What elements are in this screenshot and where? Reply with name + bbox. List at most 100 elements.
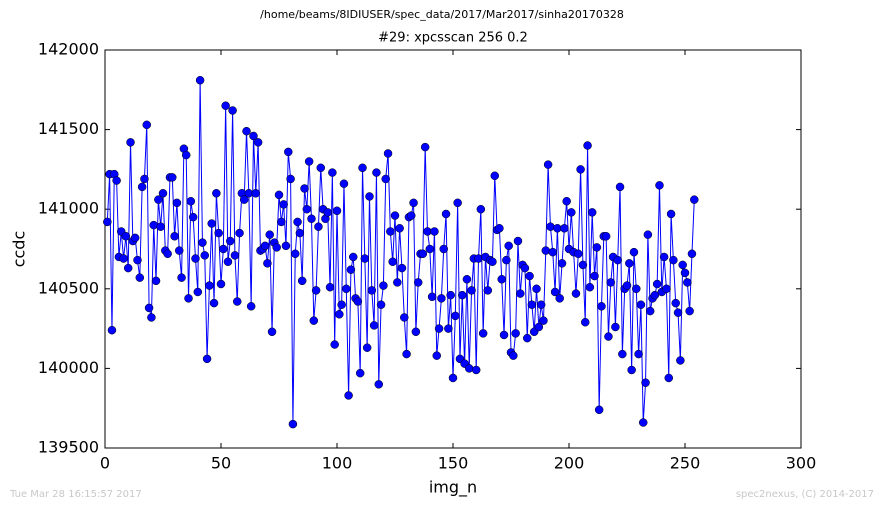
data-point — [295, 228, 305, 238]
data-point — [604, 332, 613, 341]
data-point — [495, 224, 504, 233]
data-point — [186, 196, 196, 206]
data-point — [388, 257, 397, 266]
data-point — [627, 365, 636, 375]
data-point — [307, 214, 316, 224]
footer-left: Tue Mar 28 16:15:57 2017 — [9, 489, 142, 500]
data-point — [154, 195, 163, 204]
data-point — [427, 292, 437, 302]
data-point — [453, 198, 462, 208]
data-point — [358, 163, 367, 173]
data-point — [156, 222, 165, 231]
data-point — [126, 138, 135, 147]
data-point — [560, 224, 569, 233]
data-point — [214, 228, 223, 238]
data-point — [516, 289, 525, 298]
chart-title: #29: xpcsscan 256 0.2 — [378, 31, 528, 46]
data-point — [437, 294, 446, 303]
data-point — [676, 356, 685, 365]
data-point — [304, 157, 314, 166]
data-point — [601, 232, 611, 241]
data-point — [323, 208, 332, 217]
data-point — [690, 195, 699, 204]
data-point — [200, 251, 210, 260]
data-point — [594, 405, 604, 415]
data-point — [683, 278, 692, 287]
data-point — [174, 246, 184, 255]
data-point — [590, 271, 599, 281]
data-point — [543, 160, 553, 169]
data-point — [490, 171, 500, 181]
data-point — [597, 302, 606, 311]
data-point — [580, 317, 590, 327]
x-tick-label: 0 — [100, 454, 110, 473]
data-point — [390, 211, 400, 220]
data-point — [409, 198, 418, 208]
data-point — [328, 168, 337, 177]
y-tick-label: 139500 — [38, 438, 99, 457]
x-tick-label: 300 — [786, 454, 817, 473]
data-point — [420, 142, 430, 152]
data-point — [300, 184, 309, 193]
data-point — [643, 230, 653, 239]
data-point — [522, 333, 532, 343]
data-point — [188, 212, 198, 222]
data-point — [311, 286, 321, 295]
data-point — [625, 259, 634, 268]
data-point — [662, 284, 671, 294]
data-point — [332, 206, 342, 216]
data-point — [137, 182, 147, 192]
data-point — [636, 300, 646, 309]
data-point — [147, 313, 156, 322]
data-point — [504, 241, 513, 251]
data-point — [235, 228, 244, 238]
y-tick-label: 142000 — [38, 40, 99, 59]
data-point — [353, 297, 363, 306]
data-point — [309, 316, 319, 325]
data-line — [106, 80, 695, 425]
data-point — [536, 300, 546, 309]
data-point — [272, 243, 281, 252]
data-point — [509, 351, 518, 360]
data-point — [135, 273, 145, 282]
data-point — [346, 265, 356, 274]
data-point — [451, 311, 460, 321]
data-point — [652, 279, 662, 289]
data-point — [191, 254, 200, 263]
data-point — [149, 220, 158, 230]
data-point — [205, 281, 214, 290]
data-point — [474, 254, 483, 263]
data-point — [316, 163, 326, 173]
data-point — [395, 224, 404, 233]
data-point — [444, 324, 453, 333]
data-point — [478, 329, 488, 338]
data-point — [263, 259, 272, 268]
data-point — [502, 255, 511, 265]
data-point — [592, 243, 602, 252]
data-point — [641, 378, 650, 387]
data-point — [439, 244, 448, 254]
data-point — [302, 204, 312, 214]
data-point — [678, 260, 687, 270]
data-point — [362, 343, 372, 352]
data-point — [121, 232, 131, 241]
data-point — [576, 165, 585, 174]
data-point — [534, 322, 544, 332]
data-point — [406, 211, 416, 220]
data-point — [562, 196, 571, 206]
data-point — [367, 286, 377, 295]
data-point — [441, 209, 451, 219]
data-point — [286, 174, 295, 184]
x-tick-label: 150 — [438, 454, 469, 473]
data-point — [400, 313, 409, 322]
data-point — [669, 255, 678, 265]
data-point — [314, 222, 323, 231]
data-point — [277, 217, 286, 227]
data-point — [650, 290, 660, 300]
data-point — [448, 373, 458, 383]
data-point — [230, 251, 240, 260]
data-point — [557, 259, 567, 268]
